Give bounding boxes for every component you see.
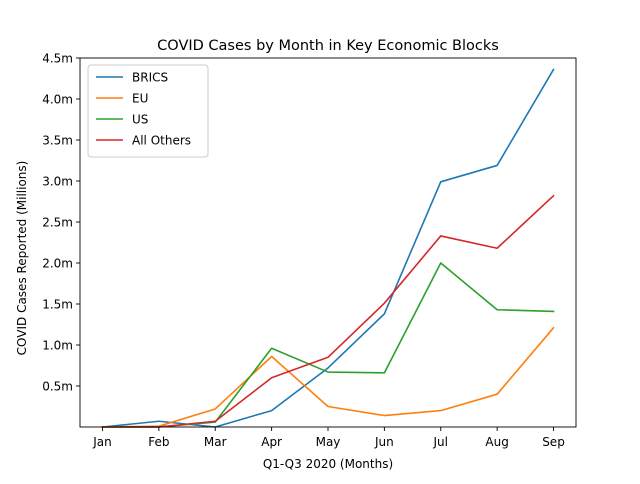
legend-box <box>87 64 209 158</box>
series-line-us <box>101 262 555 428</box>
x-tick-label: May <box>316 435 341 449</box>
axes-layer: Jan Feb Mar Apr May Jun Jul Aug Sep 0.5m 1.0m 1.5m 2… <box>42 52 577 449</box>
y-axis-label: COVID Cases Reported (Millions) <box>15 161 29 356</box>
x-tick-label: Jan <box>92 435 112 449</box>
y-tick-label: 4.0m <box>42 93 73 107</box>
legend-label: All Others <box>132 134 191 148</box>
y-tick-label: 3.0m <box>42 175 73 189</box>
y-tick-label: 0.5m <box>42 380 73 394</box>
x-axis-label: Q1-Q3 2020 (Months) <box>263 457 393 471</box>
y-tick-label: 1.0m <box>42 339 73 353</box>
y-tick-label: 1.5m <box>42 298 73 312</box>
x-tick-label: Feb <box>148 435 169 449</box>
x-tick-label: Apr <box>261 435 282 449</box>
y-tick-label: 4.5m <box>42 52 73 66</box>
series-line-brics <box>101 68 555 428</box>
x-tick-label: Sep <box>542 435 565 449</box>
x-tick-label: Aug <box>485 435 508 449</box>
y-tick-label: 2.0m <box>42 257 73 271</box>
series-line-eu <box>101 326 555 428</box>
x-tick-label: Jun <box>374 435 394 449</box>
series-layer <box>101 68 555 428</box>
legend-label: US <box>132 113 148 127</box>
x-tick-label: Jul <box>433 435 448 449</box>
series-line-all-others <box>101 194 555 428</box>
y-tick-label: 3.5m <box>42 134 73 148</box>
x-tick-label: Mar <box>204 435 227 449</box>
legend: BRICS EU US All Others <box>87 64 209 158</box>
legend-label: EU <box>132 92 148 106</box>
chart-title: COVID Cases by Month in Key Economic Blo… <box>157 38 499 54</box>
y-tick-label: 2.5m <box>42 216 73 230</box>
legend-label: BRICS <box>132 71 168 85</box>
